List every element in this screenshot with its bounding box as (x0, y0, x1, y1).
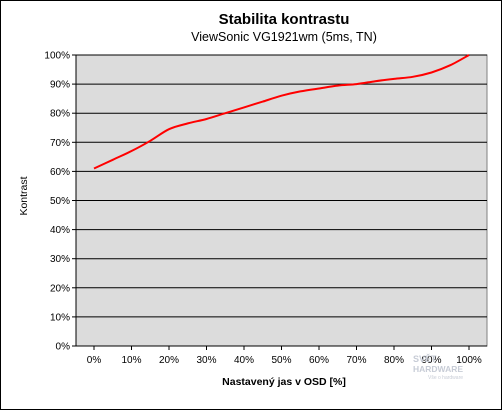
y-tick-label: 90% (50, 80, 70, 91)
y-tick-label: 10% (50, 312, 70, 323)
x-tick-label: 70% (346, 355, 366, 366)
series-line (93, 54, 470, 170)
watermark-line3: Vše o hardware (428, 375, 463, 381)
x-tick-label: 90% (421, 355, 441, 366)
watermark-line1: SVĚT (413, 353, 437, 364)
x-tick-label: 50% (271, 355, 291, 366)
x-tick-label: 60% (309, 355, 329, 366)
x-tick-label: 10% (121, 355, 141, 366)
y-tick-label: 50% (50, 196, 70, 207)
y-axis-label: Kontrast (18, 176, 30, 215)
grid-lines (76, 54, 487, 318)
x-axis-label: Nastavený jas v OSD [%] (222, 376, 346, 388)
x-tick-label: 0% (87, 355, 102, 366)
x-tick-label: 30% (196, 355, 216, 366)
y-tick-label: 0% (56, 342, 71, 353)
y-tick-label: 100% (44, 51, 70, 62)
chart-title: Stabilita kontrastu (219, 11, 350, 28)
y-tick-label: 60% (50, 167, 70, 178)
x-tick-label: 100% (456, 355, 482, 366)
y-tick-label: 80% (50, 109, 70, 120)
x-axis-ticks: 0% 10% 20% 30% 40% 50% 60% 70% 80% 90% 100% (76, 345, 487, 366)
x-tick-label: 80% (384, 355, 404, 366)
watermark-line2: HARDWARE (413, 364, 463, 374)
y-tick-label: 20% (50, 283, 70, 294)
y-axis-ticks: 0% 10% 20% 30% 40% 50% 60% 70% 80% 90% 100% (44, 51, 77, 353)
watermark-logo: SVĚT HARDWARE Vše o hardware (413, 353, 463, 381)
y-tick-label: 40% (50, 225, 70, 236)
y-tick-label: 30% (50, 254, 70, 265)
x-tick-label: 20% (159, 355, 179, 366)
x-tick-label: 40% (234, 355, 254, 366)
chart-subtitle: ViewSonic VG1921wm (5ms, TN) (191, 30, 377, 44)
y-tick-label: 70% (50, 138, 70, 149)
